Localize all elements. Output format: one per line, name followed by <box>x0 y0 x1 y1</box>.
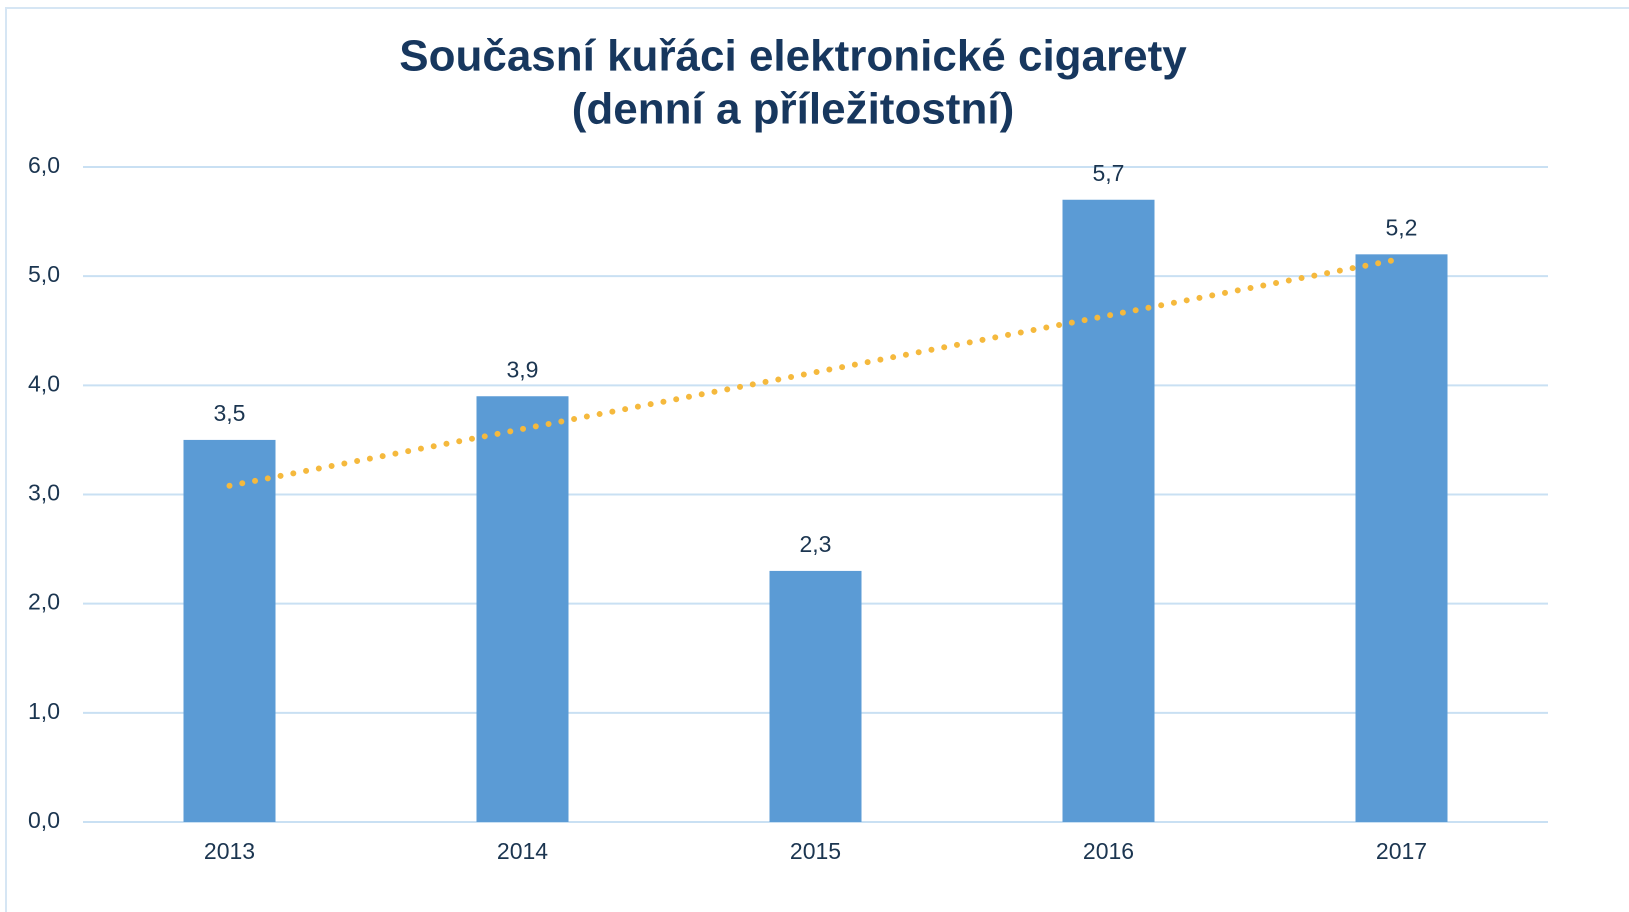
chart-title: (denní a příležitostní) <box>572 85 1014 134</box>
x-tick-label: 2016 <box>1083 838 1134 864</box>
y-tick-label: 1,0 <box>28 698 60 724</box>
x-tick-label: 2015 <box>790 838 841 864</box>
y-tick-label: 6,0 <box>28 152 60 178</box>
bar <box>476 396 569 822</box>
y-tick-label: 3,0 <box>28 480 60 506</box>
trendline <box>226 255 1405 489</box>
data-label: 5,7 <box>1093 160 1125 186</box>
data-label: 3,9 <box>507 356 539 382</box>
y-tick-label: 0,0 <box>28 807 60 833</box>
chart-frame <box>5 7 1629 912</box>
x-tick-label: 2013 <box>204 838 255 864</box>
bar <box>1355 254 1448 823</box>
bar <box>769 570 862 822</box>
chart-title: Současní kuřáci elektronické cigarety <box>399 32 1187 81</box>
y-tick-label: 2,0 <box>28 589 60 615</box>
bar <box>1062 199 1155 822</box>
x-tick-label: 2017 <box>1376 838 1427 864</box>
y-tick-label: 4,0 <box>28 370 60 396</box>
data-label: 2,3 <box>800 531 832 557</box>
data-label: 3,5 <box>214 400 246 426</box>
x-tick-label: 2014 <box>497 838 548 864</box>
y-tick-label: 5,0 <box>28 261 60 287</box>
bar <box>183 439 276 822</box>
data-label: 5,2 <box>1386 214 1418 240</box>
